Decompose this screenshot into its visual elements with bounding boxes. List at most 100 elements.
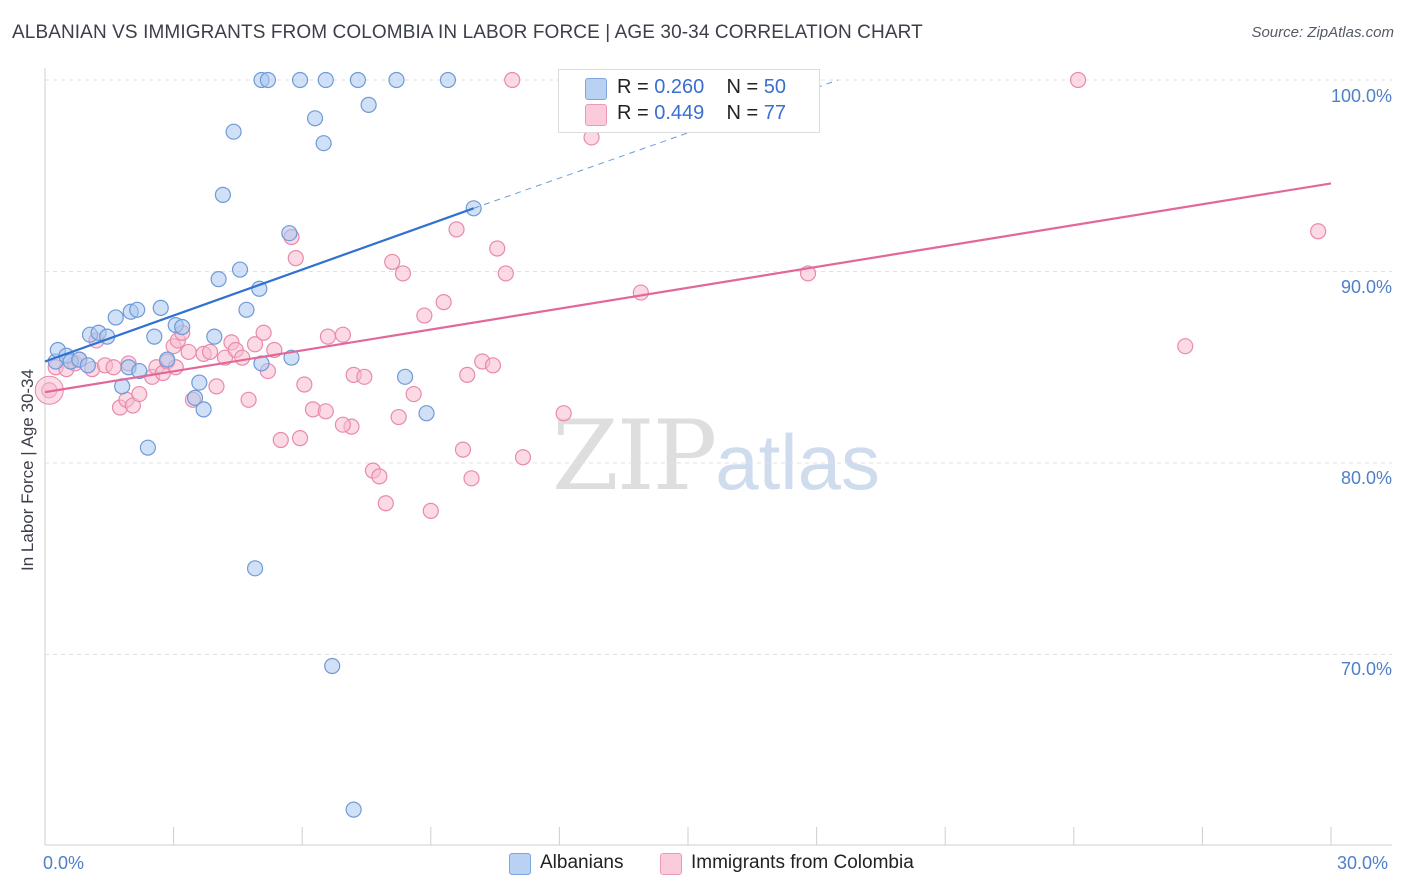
watermark-zip: ZIP: [552, 400, 717, 512]
albanian-point: [281, 225, 298, 242]
colombia-point: [422, 502, 439, 519]
colombia-point: [287, 249, 304, 267]
albanian-point: [225, 123, 242, 140]
albanian-point: [210, 271, 227, 288]
colombia-point: [454, 441, 472, 458]
colombia-point: [484, 357, 502, 374]
albanian-point: [315, 135, 332, 152]
colombia-trend-line: [44, 182, 1332, 394]
colombia-point: [384, 253, 401, 271]
albanians-legend-swatch: [509, 853, 531, 875]
watermark-atlas: atlas: [715, 418, 880, 506]
stats-legend: R = 0.260 N = 50 R = 0.449 N = 77: [558, 69, 820, 133]
albanian-point: [418, 405, 435, 422]
colombia-point: [234, 349, 251, 366]
colombia-point: [463, 470, 480, 487]
albanian-point: [360, 96, 377, 113]
y-tick-100: 100.0%: [1330, 86, 1392, 106]
colombia-point: [319, 328, 337, 345]
r-label: R =: [617, 76, 655, 98]
colombia-n-value: 77: [763, 102, 787, 124]
albanian-point: [206, 328, 223, 345]
albanian-point: [174, 318, 191, 336]
colombia-r-value: 0.449: [654, 102, 705, 124]
albanians-n-value: 50: [763, 76, 787, 98]
albanian-point: [107, 309, 124, 326]
chart-title: ALBANIAN VS IMMIGRANTS FROM COLOMBIA IN …: [12, 22, 923, 43]
y-tick-90: 90.0%: [1340, 277, 1392, 297]
colombia-point: [131, 385, 148, 403]
albanian-point: [159, 351, 176, 368]
albanian-point: [345, 801, 362, 818]
colombia-point: [448, 221, 465, 238]
albanian-point: [186, 389, 204, 406]
r-label: R =: [617, 102, 655, 124]
albanian-point: [146, 328, 163, 345]
albanian-point: [231, 261, 249, 278]
albanian-point: [139, 439, 156, 456]
albanian-point: [246, 560, 264, 577]
albanians-swatch: [585, 78, 607, 100]
colombia-point: [201, 343, 219, 361]
colombia-point: [435, 294, 452, 311]
albanians-trend-line: [44, 207, 475, 363]
colombia-point: [246, 336, 264, 353]
colombia-point: [489, 240, 506, 257]
colombia-point: [180, 343, 197, 361]
axes: [44, 68, 1392, 846]
albanian-point: [317, 71, 334, 89]
n-label: N =: [726, 76, 764, 98]
colombia-point: [255, 324, 272, 341]
albanian-point: [324, 657, 341, 675]
colombia-point: [1177, 338, 1194, 355]
colombia-point: [555, 405, 572, 422]
albanian-point: [129, 301, 146, 318]
colombia-point: [416, 307, 433, 324]
n-label: N =: [726, 102, 764, 124]
y-tick-80: 80.0%: [1340, 468, 1392, 488]
colombia-point: [272, 431, 289, 449]
colombia-point: [1310, 223, 1327, 240]
colombia-legend-label: Immigrants from Colombia: [691, 852, 914, 873]
y-axis-label: In Labor Force | Age 30-34: [18, 369, 37, 571]
albanian-point: [283, 349, 300, 366]
colombia-point: [240, 391, 257, 408]
colombia-point: [208, 378, 225, 395]
colombia-point: [105, 359, 122, 376]
colombia-point: [497, 265, 514, 282]
colombia-point: [405, 385, 422, 403]
albanian-point: [79, 357, 96, 374]
albanian-point: [396, 368, 414, 385]
colombia-point: [514, 449, 532, 466]
albanian-point: [238, 301, 255, 318]
colombia-legend-swatch: [660, 853, 682, 875]
colombia-point: [390, 408, 407, 426]
albanian-point: [388, 71, 405, 89]
colombia-point: [291, 430, 309, 447]
colombia-point: [394, 265, 412, 282]
albanian-point: [291, 71, 309, 89]
colombia-point: [504, 71, 521, 89]
albanians-points: [47, 71, 482, 818]
colombia-point: [371, 468, 388, 485]
albanian-point: [306, 110, 324, 127]
colombia-point: [459, 366, 476, 384]
colombia-point: [317, 403, 334, 420]
x-tick-30: 30.0%: [1337, 853, 1389, 873]
albanian-point: [152, 299, 169, 316]
albanian-point: [349, 71, 367, 89]
colombia-swatch: [585, 104, 607, 126]
albanian-point: [131, 362, 148, 380]
colombia-point: [377, 495, 394, 512]
albanian-point: [259, 71, 277, 89]
y-tick-70: 70.0%: [1340, 659, 1392, 679]
colombia-point: [356, 368, 373, 385]
albanians-legend-label: Albanians: [540, 852, 624, 873]
x-tick-0: 0.0%: [43, 853, 85, 873]
albanian-point: [195, 401, 212, 418]
colombia-point: [296, 376, 313, 393]
colombia-point: [334, 416, 352, 433]
watermark: ZIPatlas: [552, 400, 880, 512]
albanian-point: [214, 186, 231, 203]
colombia-point: [334, 326, 352, 343]
